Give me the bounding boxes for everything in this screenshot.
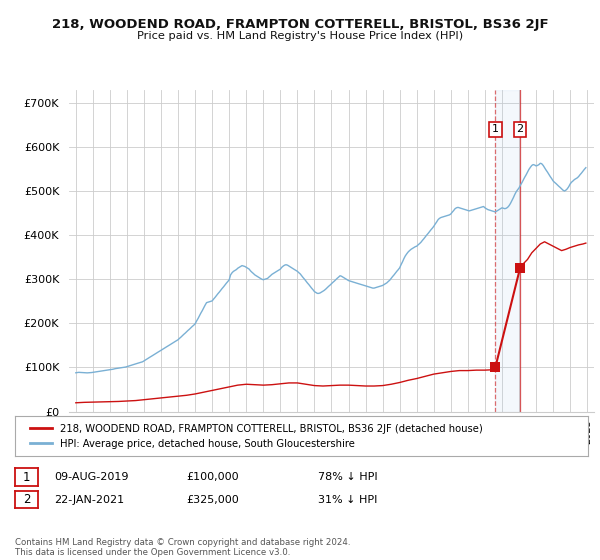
Text: Price paid vs. HM Land Registry's House Price Index (HPI): Price paid vs. HM Land Registry's House … — [137, 31, 463, 41]
Text: 2: 2 — [23, 493, 30, 506]
Text: 22-JAN-2021: 22-JAN-2021 — [54, 494, 124, 505]
Text: Contains HM Land Registry data © Crown copyright and database right 2024.
This d: Contains HM Land Registry data © Crown c… — [15, 538, 350, 557]
Text: £325,000: £325,000 — [186, 494, 239, 505]
Text: 78% ↓ HPI: 78% ↓ HPI — [318, 472, 377, 482]
Text: 2: 2 — [517, 124, 524, 134]
Text: 09-AUG-2019: 09-AUG-2019 — [54, 472, 128, 482]
Bar — [496, 90, 520, 412]
Text: 1: 1 — [492, 124, 499, 134]
Text: 1: 1 — [23, 470, 30, 484]
Legend: 218, WOODEND ROAD, FRAMPTON COTTERELL, BRISTOL, BS36 2JF (detached house), HPI: : 218, WOODEND ROAD, FRAMPTON COTTERELL, B… — [26, 420, 487, 452]
Text: 31% ↓ HPI: 31% ↓ HPI — [318, 494, 377, 505]
Text: 218, WOODEND ROAD, FRAMPTON COTTERELL, BRISTOL, BS36 2JF: 218, WOODEND ROAD, FRAMPTON COTTERELL, B… — [52, 18, 548, 31]
Text: £100,000: £100,000 — [186, 472, 239, 482]
